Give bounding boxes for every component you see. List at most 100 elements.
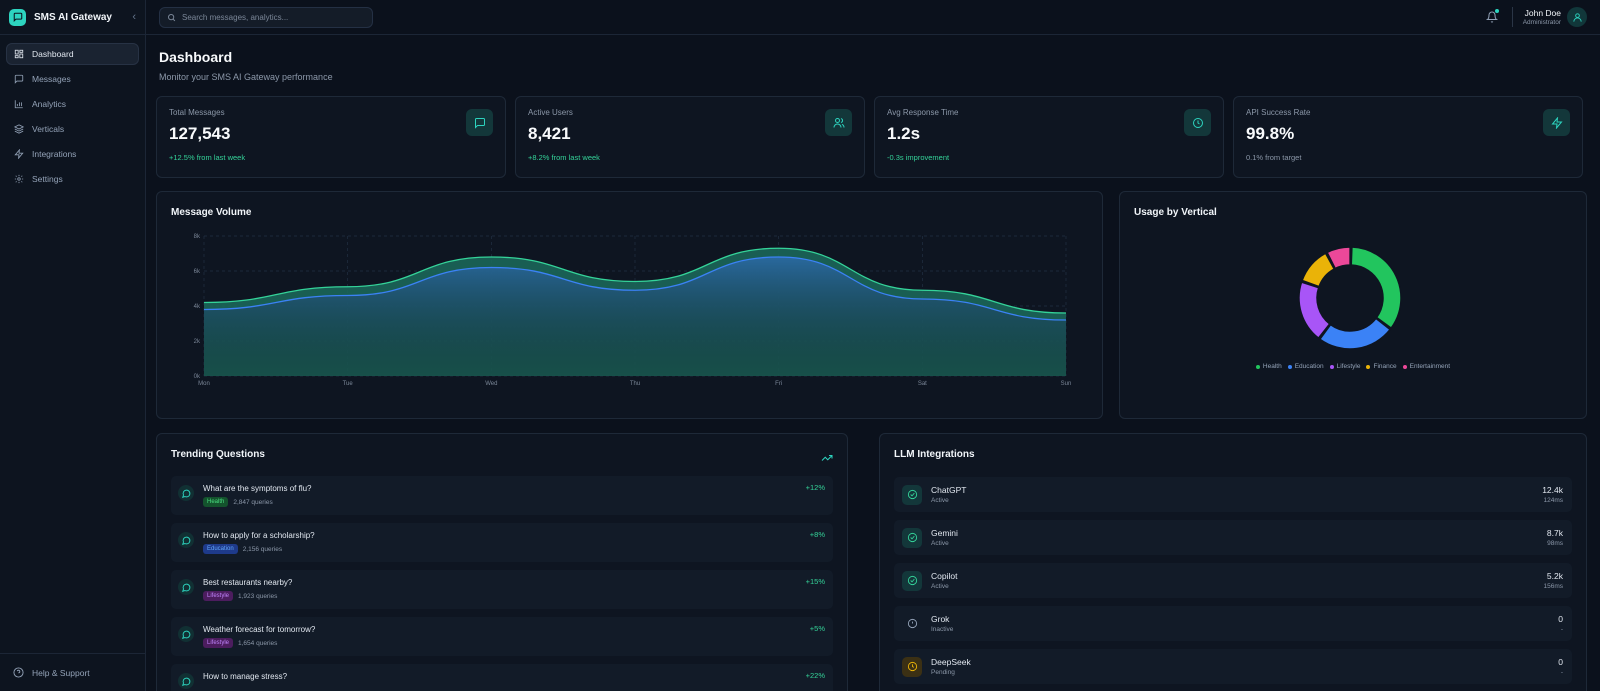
- legend-dot: [1255, 364, 1260, 369]
- question-body: How to apply for a scholarship? Education…: [203, 530, 315, 555]
- trending-question-item[interactable]: What are the symptoms of flu? Health 2,847…: [171, 476, 833, 515]
- llm-status: Inactive: [931, 626, 954, 633]
- page-title: Dashboard: [159, 49, 233, 65]
- sidebar-item-settings[interactable]: Settings: [6, 168, 139, 190]
- notifications-button[interactable]: [1485, 9, 1499, 23]
- help-support-link[interactable]: Help & Support: [0, 653, 145, 691]
- question-body: Weather forecast for tomorrow? Lifestyle 1…: [203, 624, 315, 649]
- search-icon: [168, 13, 176, 21]
- stat-change: -0.3s improvement: [887, 153, 950, 162]
- llm-list: ChatGPT Active 12.4k 124ms Gemini Active 8.7k 9…: [894, 477, 1572, 684]
- trending-question-item[interactable]: Best restaurants nearby? Lifestyle 1,923 q…: [171, 570, 833, 609]
- question-body: What are the symptoms of flu? Health 2,847…: [203, 483, 312, 508]
- llm-integration-item[interactable]: DeepSeek Pending 0-: [894, 649, 1572, 684]
- llm-stats: 12.4k 124ms: [1542, 485, 1563, 504]
- llm-body: Grok Inactive: [931, 614, 953, 633]
- main-content: Dashboard Monitor your SMS AI Gateway pe…: [156, 35, 1587, 691]
- sidebar-item-messages[interactable]: Messages: [6, 68, 139, 90]
- question-meta: Education 2,156 queries: [203, 544, 315, 554]
- pie-slice-finance[interactable]: [1301, 252, 1336, 288]
- sidebar-item-label: Analytics: [32, 99, 67, 109]
- collapse-sidebar-icon[interactable]: ‹: [132, 11, 136, 23]
- bar-chart-icon: [14, 100, 23, 109]
- pie-slice-education[interactable]: [1318, 317, 1392, 350]
- pie-slice-lifestyle[interactable]: [1298, 281, 1331, 340]
- trending-question-item[interactable]: Weather forecast for tomorrow? Lifestyle 1…: [171, 617, 833, 656]
- legend-label: Health: [1262, 363, 1282, 370]
- brand: SMS AI Gateway ‹: [0, 0, 145, 35]
- question-meta: Lifestyle 1,654 queries: [203, 638, 315, 648]
- question-text: How to apply for a scholarship?: [203, 531, 315, 540]
- llm-integration-item[interactable]: ChatGPT Active 12.4k 124ms: [894, 477, 1572, 512]
- llm-status: Active: [931, 497, 949, 504]
- pie-slice-health[interactable]: [1350, 246, 1402, 330]
- clock-icon: [1184, 109, 1211, 136]
- llm-body: Copilot Active: [931, 571, 957, 590]
- trending-question-item[interactable]: How to apply for a scholarship? Education…: [171, 523, 833, 562]
- query-count: 2,847 queries: [233, 498, 273, 506]
- query-count: 2,156 queries: [242, 545, 283, 553]
- series-line-green: [203, 247, 1067, 314]
- trend-change: +5%: [809, 624, 825, 633]
- legend-dot: [1287, 364, 1292, 369]
- search-input[interactable]: [182, 12, 362, 22]
- usage-by-vertical-card: Usage by Vertical Health Education Lifesty…: [1119, 191, 1587, 419]
- sidebar-item-label: Settings: [32, 174, 63, 184]
- pie-slice-entertainment[interactable]: [1326, 246, 1351, 270]
- usage-donut-chart: [1298, 246, 1402, 350]
- stat-value: 99.8%: [1246, 124, 1295, 143]
- stat-label: Avg Response Time: [887, 108, 959, 117]
- vertical-tag: Education: [203, 544, 238, 554]
- zap-icon: [1543, 109, 1570, 136]
- sidebar-item-verticals[interactable]: Verticals: [6, 118, 139, 140]
- sidebar-item-analytics[interactable]: Analytics: [6, 93, 139, 115]
- llm-integrations-title: LLM Integrations: [894, 449, 975, 460]
- stat-label: API Success Rate: [1246, 108, 1311, 117]
- sidebar: SMS AI Gateway ‹ Dashboard Messages Anal…: [0, 0, 146, 691]
- y-tick-label: 0k: [194, 374, 201, 380]
- trending-question-item[interactable]: How to manage stress? +22%: [171, 664, 833, 691]
- x-tick-label: Tue: [343, 381, 354, 387]
- llm-stats: 5.2k 156ms: [1543, 571, 1563, 590]
- question-meta: Health 2,847 queries: [203, 497, 312, 507]
- legend-dot: [1402, 364, 1407, 369]
- sidebar-item-label: Integrations: [32, 149, 77, 159]
- llm-status: Active: [931, 540, 949, 547]
- user-info[interactable]: John Doe Administrator: [1523, 8, 1561, 26]
- sidebar-item-label: Messages: [32, 74, 71, 84]
- vertical-tag: Lifestyle: [203, 591, 234, 601]
- llm-count: 5.2k: [1546, 571, 1563, 581]
- llm-integration-item[interactable]: Copilot Active 5.2k 156ms: [894, 563, 1572, 598]
- llm-integration-item[interactable]: Gemini Active 8.7k 98ms: [894, 520, 1572, 555]
- stat-card-total-messages: Total Messages 127,543 +12.5% from last …: [156, 96, 506, 178]
- legend-item-health: Health: [1255, 363, 1282, 370]
- trend-change: +8%: [809, 530, 825, 539]
- clock-icon: [902, 656, 922, 677]
- avatar[interactable]: [1567, 7, 1587, 27]
- llm-integrations-card: LLM Integrations ChatGPT Active 12.4k 124ms…: [879, 433, 1587, 691]
- llm-status: Active: [931, 583, 949, 590]
- help-circle-icon: [13, 667, 24, 678]
- legend-item-education: Education: [1287, 363, 1324, 370]
- vertical-tag: Lifestyle: [203, 638, 234, 648]
- llm-integration-item[interactable]: Grok Inactive 0-: [894, 606, 1572, 641]
- llm-status: Pending: [931, 669, 955, 676]
- sidebar-item-label: Dashboard: [32, 49, 74, 59]
- llm-stats: 8.7k 98ms: [1547, 528, 1563, 547]
- donut-legend: Health Education Lifestyle Finance Entertain…: [1120, 363, 1586, 370]
- check-circle-icon: [902, 527, 922, 548]
- layers-icon: [14, 124, 24, 134]
- search-box[interactable]: [159, 6, 373, 28]
- stat-change: +12.5% from last week: [169, 153, 246, 162]
- series-area-blue: [204, 257, 1066, 376]
- topbar-right: John Doe Administrator: [1485, 7, 1587, 27]
- sidebar-item-integrations[interactable]: Integrations: [6, 143, 139, 165]
- gear-icon: [14, 174, 24, 184]
- message-volume-title: Message Volume: [171, 207, 252, 218]
- llm-latency: -: [1560, 626, 1563, 633]
- sidebar-item-dashboard[interactable]: Dashboard: [6, 43, 139, 65]
- trending-up-icon: [821, 455, 833, 461]
- message-circle-icon: [178, 673, 194, 689]
- stat-label: Total Messages: [169, 108, 225, 117]
- x-tick-label: Wed: [485, 381, 497, 387]
